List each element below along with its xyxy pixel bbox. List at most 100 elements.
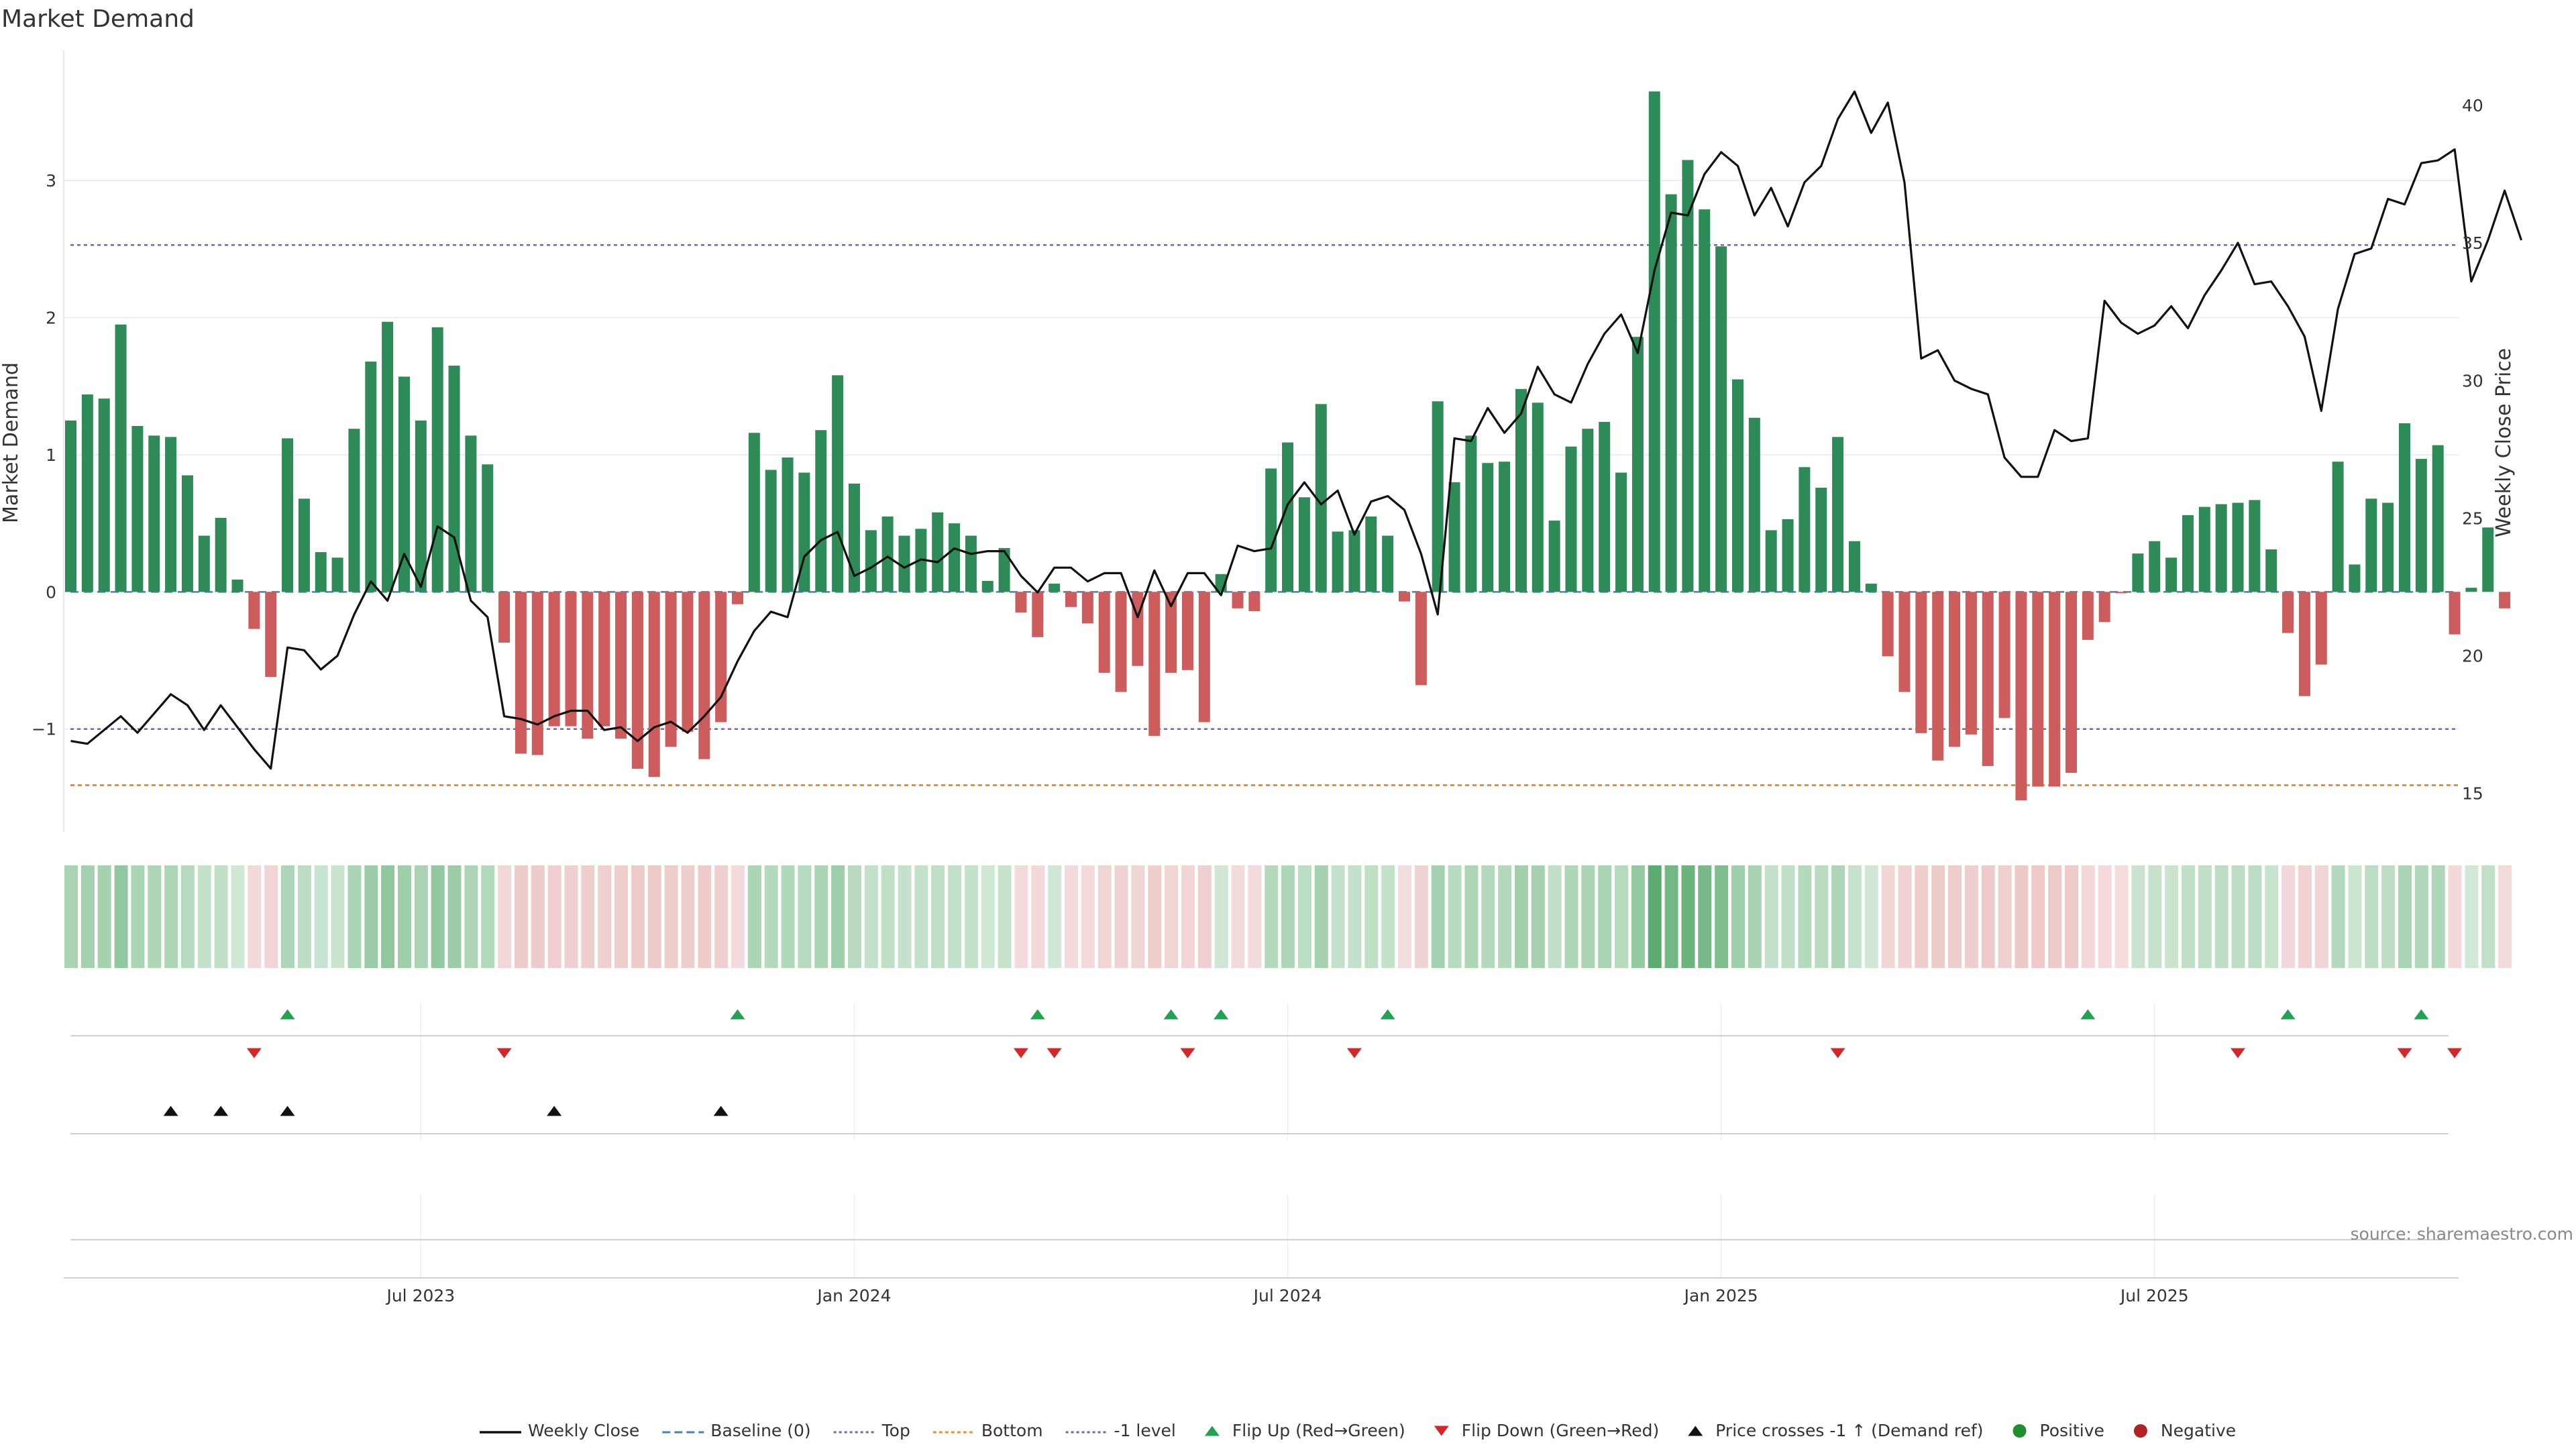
strip-cell (2065, 865, 2078, 968)
strip-cell (964, 865, 978, 968)
demand-bar (215, 517, 227, 592)
demand-bar (448, 366, 460, 592)
strip-cell (381, 865, 395, 968)
strip-cell (1081, 865, 1095, 968)
demand-bar (1432, 401, 1444, 592)
legend-label: Flip Down (Green→Red) (1462, 1421, 1660, 1440)
strip-cell (564, 865, 578, 968)
demand-bar (1998, 592, 2010, 718)
strip-cell (831, 865, 845, 968)
strip-cell (2098, 865, 2112, 968)
demand-bar (2015, 592, 2027, 800)
demand-bar (2365, 498, 2377, 592)
strip-cell (231, 865, 245, 968)
price-cross-marker (280, 1106, 295, 1116)
strip-cell (998, 865, 1012, 968)
demand-bar (415, 420, 427, 592)
strip-cell (1014, 865, 1028, 968)
demand-bar (1032, 592, 1044, 637)
strip-cell (814, 865, 828, 968)
demand-bar (1098, 592, 1110, 673)
strip-cell (2231, 865, 2245, 968)
strip-cell (131, 865, 145, 968)
flip-down-marker (1346, 1048, 1362, 1059)
demand-bar (1298, 497, 1310, 592)
strip-cell (1231, 865, 1245, 968)
strip-cell (2414, 865, 2428, 968)
strip-cell (1181, 865, 1195, 968)
legend-item: Weekly Close (480, 1421, 639, 1440)
demand-bar (81, 394, 93, 592)
legend-item: Price crosses -1 ↑ (Demand ref) (1688, 1421, 1984, 1440)
legend-swatch (2133, 1424, 2147, 1438)
price-cross-marker (547, 1106, 562, 1116)
demand-bar (2282, 592, 2294, 633)
demand-bar (431, 327, 443, 592)
price-cross-marker (163, 1106, 178, 1116)
y2-tick-label: 30 (2462, 371, 2483, 390)
y-tick-label: 2 (46, 309, 56, 328)
strip-cell (1448, 865, 1462, 968)
legend-swatch (2012, 1424, 2027, 1438)
strip-cell (2331, 865, 2345, 968)
demand-bar (798, 472, 810, 592)
strip-cell (948, 865, 962, 968)
demand-bar (782, 458, 794, 592)
strip-cell (1798, 865, 1812, 968)
demand-bar (1615, 472, 1627, 592)
demand-bar (2349, 564, 2361, 592)
strip-cell (1331, 865, 1345, 968)
demand-bar (1482, 463, 1494, 592)
demand-bar (2315, 592, 2327, 665)
demand-bar (2032, 592, 2044, 787)
strip-cell (781, 865, 795, 968)
strip-cell (2431, 865, 2445, 968)
demand-bar (1748, 417, 1760, 592)
strip-cell (1114, 865, 1128, 968)
flip-down-marker (1046, 1048, 1062, 1059)
demand-bar (131, 426, 144, 592)
strip-cell (1998, 865, 2012, 968)
demand-bar (2249, 500, 2261, 592)
demand-bar (1582, 429, 1594, 592)
demand-bar (1315, 404, 1327, 592)
demand-bar (2432, 445, 2444, 592)
strip-cell (1548, 865, 1562, 968)
demand-bar (998, 547, 1010, 592)
flip-down-marker (1013, 1048, 1028, 1059)
demand-bar (1565, 446, 1577, 592)
demand-bar (1415, 592, 1427, 686)
demand-bar (2098, 592, 2110, 623)
y2-tick-label: 15 (2462, 784, 2483, 804)
flip-up-marker (1214, 1009, 1229, 1020)
strip-cell (847, 865, 861, 968)
strip-cell (1748, 865, 1762, 968)
demand-bar (1665, 194, 1677, 592)
strip-cell (864, 865, 878, 968)
legend-item: Negative (2133, 1421, 2236, 1440)
strip-cell (664, 865, 678, 968)
strip-cell (164, 865, 178, 968)
legend-label: Price crosses -1 ↑ (Demand ref) (1715, 1421, 1983, 1440)
demand-bar (1682, 160, 1694, 592)
strip-cell (1915, 865, 1929, 968)
strip-cell (248, 865, 262, 968)
strip-cell (764, 865, 778, 968)
demand-bar (1265, 468, 1277, 592)
demand-bars (65, 91, 2511, 800)
legend-label: Weekly Close (528, 1421, 639, 1440)
strip-cell (1631, 865, 1645, 968)
y-axis-right: 15 20 25 30 35 40 (2462, 96, 2483, 804)
strip-cell (1148, 865, 1162, 968)
demand-bar (2115, 592, 2127, 594)
strip-cell (1564, 865, 1578, 968)
strip-cell (681, 865, 695, 968)
price-cross-marker (713, 1106, 729, 1116)
demand-bar (848, 483, 860, 592)
flip-up-marker (280, 1009, 295, 1020)
flip-down-marker (2231, 1048, 2245, 1059)
strip-cell (1431, 865, 1445, 968)
demand-bar (565, 592, 577, 727)
demand-bar (815, 430, 827, 592)
